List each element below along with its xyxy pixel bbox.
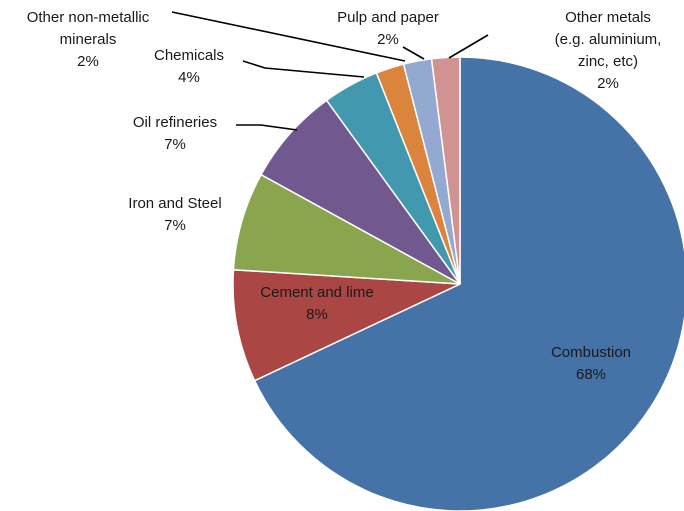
leader-line <box>236 124 298 131</box>
slice-label-line: Oil refineries <box>133 114 217 131</box>
slice-percent: 7% <box>164 136 186 153</box>
slice-label: Oil refineries 7% <box>133 114 217 153</box>
slice-label-line: Cement and lime <box>260 284 373 301</box>
slice-label: Pulp and paper 2% <box>337 9 439 48</box>
slice-label-line: Other metals <box>565 9 651 26</box>
slice-label-line: Pulp and paper <box>337 9 439 26</box>
slice-percent: 2% <box>377 31 399 48</box>
slice-label-line: (e.g. aluminium, <box>555 31 662 48</box>
pie-slices <box>232 56 684 511</box>
pie-slice-other-metals-e-g-aluminium-zinc-etc <box>430 56 461 285</box>
leader-line <box>171 11 406 62</box>
slice-label: Other metals (e.g. aluminium, zinc, etc) 2% <box>555 9 662 92</box>
slice-percent: 4% <box>178 69 200 86</box>
slice-label: Iron and Steel 7% <box>128 195 221 234</box>
pie-slice-combustion <box>253 56 684 511</box>
slice-label: Cement and lime 8% <box>260 284 373 323</box>
slice-percent: 68% <box>576 366 606 383</box>
leader-lines <box>171 11 489 131</box>
pie-slice-cement-and-lime <box>232 268 461 382</box>
slice-percent: 7% <box>164 217 186 234</box>
slice-label: Chemicals 4% <box>154 47 224 86</box>
slice-label-line: Combustion <box>551 344 631 361</box>
slice-label: Other non-metallic minerals 2% <box>27 9 150 70</box>
slice-label-line: Iron and Steel <box>128 195 221 212</box>
slice-label-line: minerals <box>60 31 117 48</box>
slice-label: Combustion 68% <box>551 344 631 383</box>
slice-percent: 8% <box>306 306 328 323</box>
leader-line <box>448 34 489 59</box>
slice-label-line: Other non-metallic <box>27 9 150 26</box>
slice-labels: Combustion 68% Cement and lime 8% Iron and S… <box>27 9 662 383</box>
slice-percent: 2% <box>77 53 99 70</box>
slice-label-line: zinc, etc) <box>578 53 638 70</box>
leader-line <box>402 46 425 60</box>
leader-line <box>242 60 365 78</box>
slice-percent: 2% <box>597 75 619 92</box>
slice-label-line: Chemicals <box>154 47 224 64</box>
